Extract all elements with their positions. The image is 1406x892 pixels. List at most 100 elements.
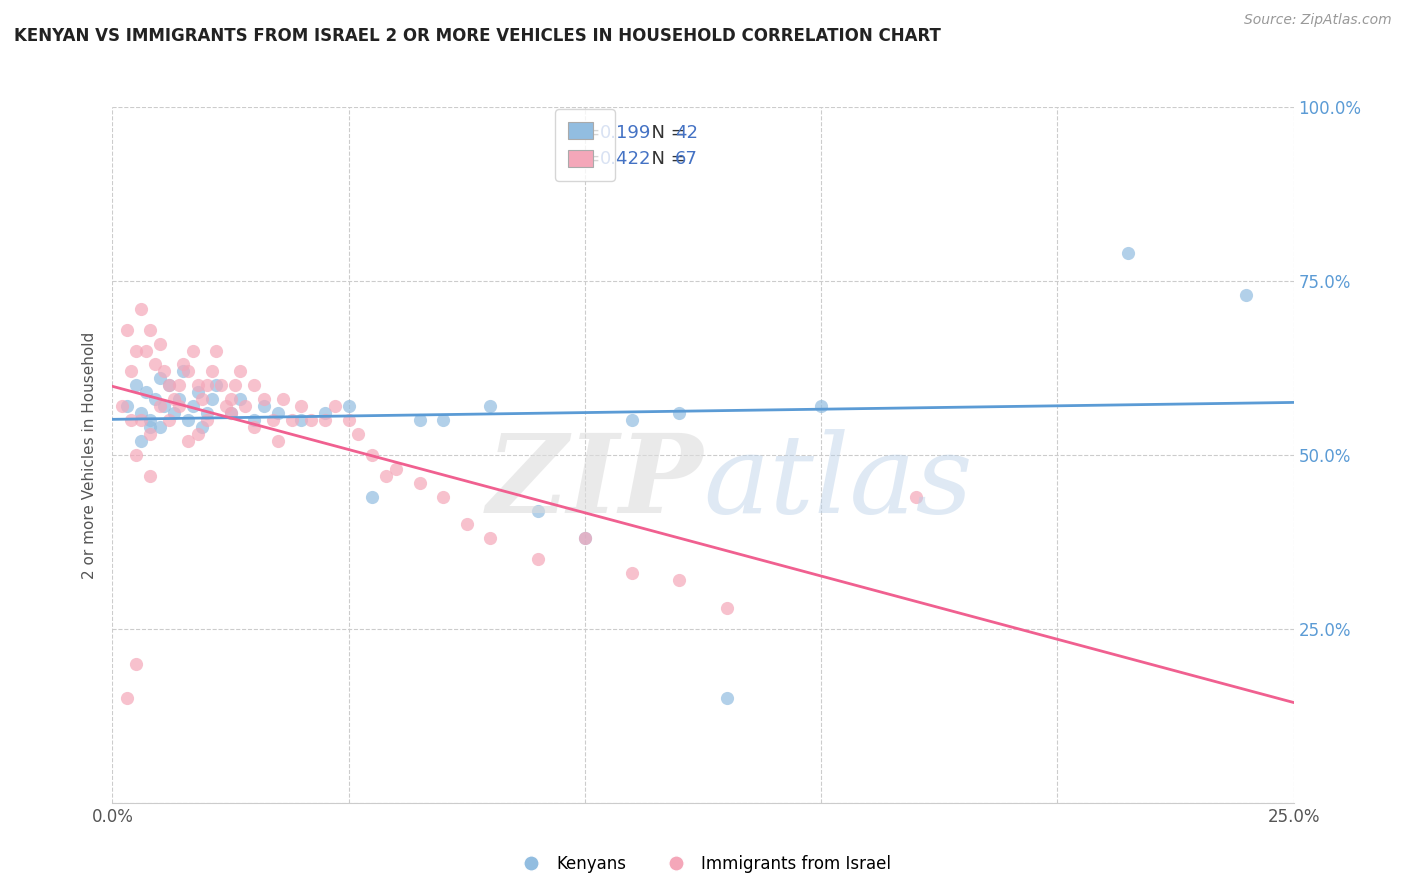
Text: 0.422: 0.422 (600, 150, 652, 169)
Point (621, 566, 644, 581)
Point (125, 448, 148, 462)
Point (229, 392, 252, 407)
Point (621, 413, 644, 427)
Point (299, 413, 322, 427)
Point (243, 420, 266, 434)
Point (1116, 246, 1139, 260)
Point (186, 427, 208, 442)
Point (219, 406, 242, 420)
Point (253, 399, 276, 413)
Text: 42: 42 (675, 124, 697, 143)
Point (432, 490, 454, 504)
Point (375, 468, 398, 483)
Text: N =: N = (640, 124, 692, 143)
Point (129, 301, 152, 316)
Point (574, 532, 596, 546)
Point (167, 392, 190, 407)
Point (668, 406, 690, 420)
Point (129, 434, 152, 448)
Point (163, 406, 186, 420)
Text: 0.199: 0.199 (600, 124, 651, 143)
Text: ZIP: ZIP (486, 429, 703, 536)
Point (904, 490, 927, 504)
Point (120, 364, 142, 378)
Point (209, 378, 232, 392)
Point (574, 532, 596, 546)
Point (219, 392, 242, 407)
Point (229, 364, 252, 378)
Point (143, 358, 166, 372)
Text: atlas: atlas (703, 429, 973, 536)
Point (157, 413, 180, 427)
Point (262, 413, 284, 427)
Point (186, 378, 208, 392)
Point (219, 406, 242, 420)
Point (120, 413, 142, 427)
Point (149, 336, 172, 351)
Point (233, 399, 256, 413)
Point (267, 434, 290, 448)
Point (243, 413, 266, 427)
Point (181, 399, 204, 413)
Point (181, 343, 204, 358)
Point (195, 413, 218, 427)
Point (337, 413, 360, 427)
Point (361, 490, 384, 504)
Legend: Kenyans, Immigrants from Israel: Kenyans, Immigrants from Israel (508, 848, 898, 880)
Point (201, 364, 224, 378)
Point (149, 420, 172, 434)
Point (172, 364, 194, 378)
Point (135, 385, 157, 400)
Point (205, 343, 228, 358)
Point (290, 399, 312, 413)
Text: KENYAN VS IMMIGRANTS FROM ISRAEL 2 OR MORE VEHICLES IN HOUSEHOLD CORRELATION CHA: KENYAN VS IMMIGRANTS FROM ISRAEL 2 OR MO… (14, 27, 941, 45)
Point (139, 427, 162, 442)
Point (479, 532, 502, 546)
Point (337, 399, 360, 413)
Point (195, 378, 218, 392)
Point (163, 392, 186, 407)
Legend: , : , (555, 109, 614, 181)
Point (167, 378, 190, 392)
Point (205, 378, 228, 392)
Point (479, 399, 502, 413)
Text: N =: N = (640, 150, 692, 169)
Point (1234, 288, 1257, 302)
Point (408, 475, 430, 490)
Point (526, 552, 548, 566)
Point (290, 413, 312, 427)
Point (139, 413, 162, 427)
Point (177, 413, 200, 427)
Point (215, 399, 238, 413)
Point (157, 378, 180, 392)
Point (408, 413, 430, 427)
Point (385, 462, 408, 476)
Point (810, 399, 832, 413)
Point (143, 392, 166, 407)
Point (668, 573, 690, 587)
Point (111, 399, 134, 413)
Point (139, 323, 162, 337)
Point (186, 385, 208, 400)
Point (125, 378, 148, 392)
Point (456, 517, 478, 532)
Point (115, 691, 138, 706)
Point (271, 392, 294, 407)
Text: R =: R = (567, 150, 606, 169)
Point (125, 657, 148, 671)
Point (716, 601, 738, 615)
Point (243, 378, 266, 392)
Point (314, 413, 336, 427)
Text: R =: R = (567, 124, 606, 143)
Point (149, 371, 172, 385)
Point (361, 448, 384, 462)
Point (267, 406, 290, 420)
Point (129, 413, 152, 427)
Point (323, 399, 346, 413)
Point (347, 427, 370, 442)
Point (177, 434, 200, 448)
Point (314, 406, 336, 420)
Point (157, 378, 180, 392)
Point (253, 392, 276, 407)
Point (224, 378, 246, 392)
